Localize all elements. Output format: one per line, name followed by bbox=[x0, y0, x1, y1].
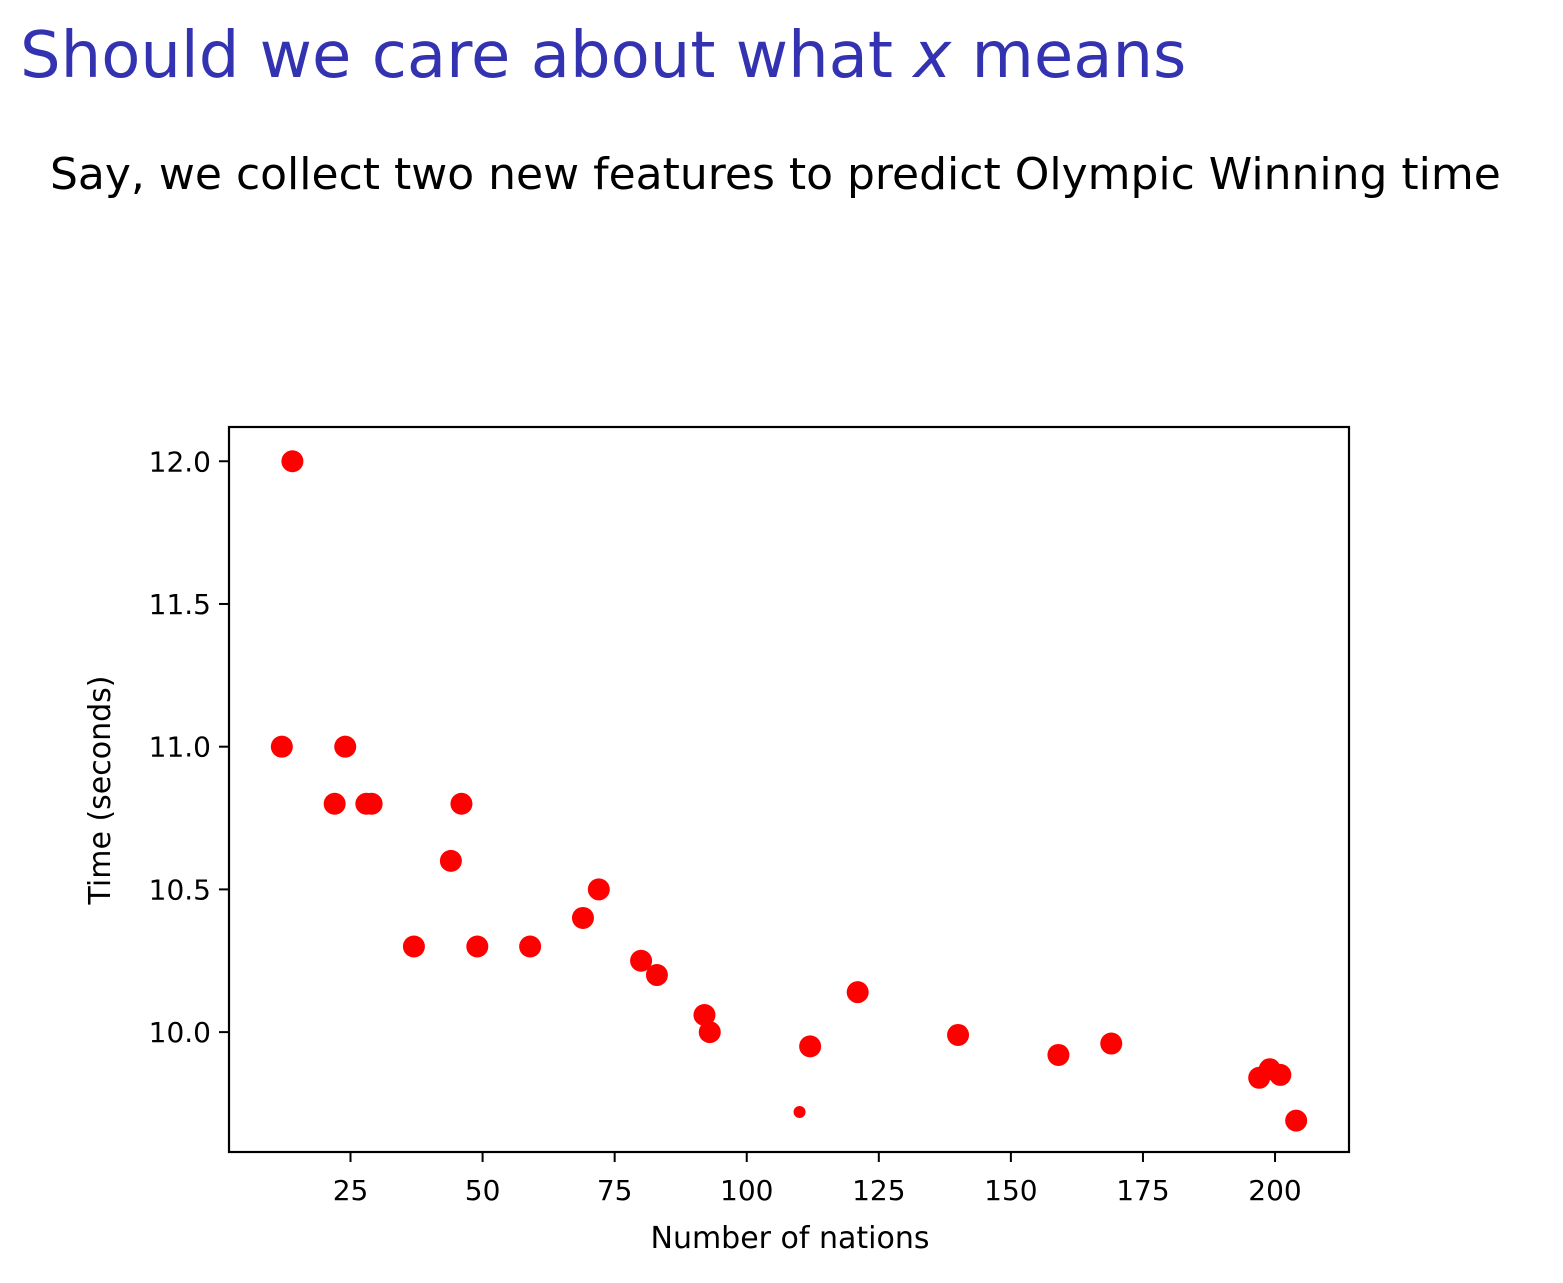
slide-title-variable: x bbox=[913, 19, 952, 93]
data-point bbox=[1100, 1032, 1123, 1055]
data-point bbox=[270, 735, 293, 758]
data-point bbox=[630, 949, 653, 972]
data-point bbox=[323, 792, 346, 815]
data-point bbox=[645, 964, 668, 987]
x-tick-label: 125 bbox=[852, 1174, 905, 1207]
y-tick-label: 10.0 bbox=[149, 1016, 211, 1049]
data-point bbox=[334, 735, 357, 758]
slide-title-pre: Should we care about what bbox=[20, 19, 914, 93]
x-tick-label: 175 bbox=[1116, 1174, 1169, 1207]
y-axis-label: Time (seconds) bbox=[83, 676, 118, 906]
plot-area-frame bbox=[227, 425, 1351, 1154]
y-tick-label: 10.5 bbox=[149, 873, 211, 906]
data-point bbox=[439, 849, 462, 872]
data-point bbox=[846, 981, 869, 1004]
data-point bbox=[360, 792, 383, 815]
x-tick-label: 150 bbox=[984, 1174, 1037, 1207]
y-tick-label: 12.0 bbox=[149, 445, 211, 478]
data-point bbox=[402, 935, 425, 958]
data-point bbox=[1269, 1063, 1292, 1086]
data-point bbox=[947, 1023, 970, 1046]
x-tick-label: 200 bbox=[1248, 1174, 1301, 1207]
data-point bbox=[587, 878, 610, 901]
y-tick-label: 11.0 bbox=[149, 731, 211, 764]
data-point bbox=[466, 935, 489, 958]
data-point bbox=[799, 1035, 822, 1058]
data-point bbox=[1285, 1109, 1308, 1132]
x-axis-label: Number of nations bbox=[651, 1221, 930, 1256]
y-axis-ticks: 10.0 10.5 11.0 11.5 12.0 bbox=[149, 445, 229, 1049]
data-point bbox=[450, 792, 473, 815]
x-tick-label: 75 bbox=[597, 1174, 633, 1207]
data-point bbox=[793, 1106, 806, 1119]
data-point bbox=[693, 1003, 716, 1026]
slide-body-text: Say, we collect two new features to pred… bbox=[50, 149, 1501, 200]
data-point bbox=[1047, 1043, 1070, 1066]
slide-title: Should we care about what x means bbox=[20, 18, 1186, 95]
data-point bbox=[281, 450, 304, 473]
data-points bbox=[270, 450, 1308, 1132]
x-tick-label: 100 bbox=[720, 1174, 773, 1207]
x-tick-label: 50 bbox=[465, 1174, 501, 1207]
x-axis-ticks: 25 50 75 100 125 150 175 200 bbox=[333, 1152, 1302, 1207]
data-point bbox=[698, 1021, 721, 1044]
data-point bbox=[571, 906, 594, 929]
x-tick-label: 25 bbox=[333, 1174, 369, 1207]
y-tick-label: 11.5 bbox=[149, 588, 211, 621]
slide-title-post: means bbox=[951, 19, 1187, 93]
data-point bbox=[519, 935, 542, 958]
